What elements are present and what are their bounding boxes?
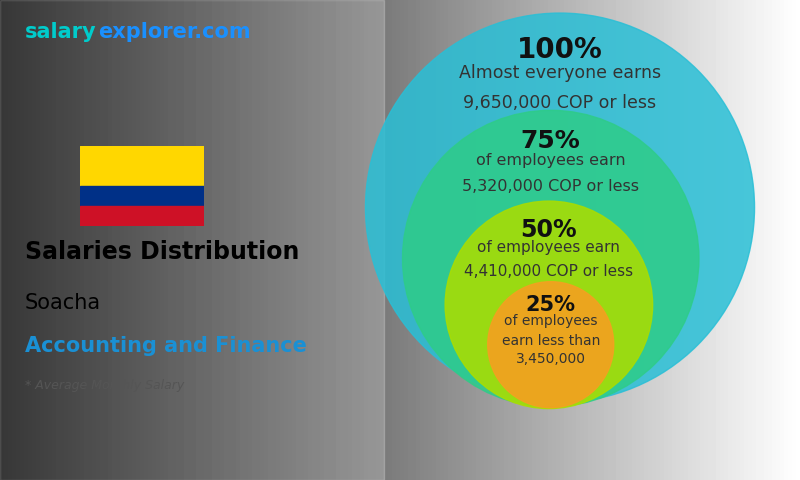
- Text: 50%: 50%: [521, 218, 577, 242]
- Text: salary: salary: [25, 22, 97, 42]
- Text: 9,650,000 COP or less: 9,650,000 COP or less: [463, 94, 657, 112]
- Text: 25%: 25%: [526, 295, 576, 315]
- Bar: [80, 206, 204, 226]
- Text: Soacha: Soacha: [25, 293, 101, 313]
- Text: Almost everyone earns: Almost everyone earns: [459, 64, 661, 82]
- Circle shape: [366, 13, 754, 402]
- Circle shape: [445, 201, 653, 408]
- Text: of employees earn: of employees earn: [476, 153, 626, 168]
- Text: earn less than: earn less than: [502, 334, 600, 348]
- Text: explorer.com: explorer.com: [98, 22, 250, 42]
- Text: Salaries Distribution: Salaries Distribution: [25, 240, 299, 264]
- Text: 75%: 75%: [521, 129, 581, 153]
- Circle shape: [488, 282, 614, 408]
- Text: 100%: 100%: [517, 36, 603, 64]
- Bar: [80, 146, 204, 186]
- Text: 4,410,000 COP or less: 4,410,000 COP or less: [464, 264, 634, 279]
- Text: 5,320,000 COP or less: 5,320,000 COP or less: [462, 179, 639, 194]
- Text: 3,450,000: 3,450,000: [516, 352, 586, 366]
- Polygon shape: [0, 0, 384, 480]
- Circle shape: [402, 110, 699, 407]
- Text: Accounting and Finance: Accounting and Finance: [25, 336, 307, 356]
- Bar: [80, 186, 204, 206]
- Text: of employees: of employees: [504, 314, 598, 328]
- Text: * Average Monthly Salary: * Average Monthly Salary: [25, 379, 184, 392]
- Text: of employees earn: of employees earn: [478, 240, 620, 255]
